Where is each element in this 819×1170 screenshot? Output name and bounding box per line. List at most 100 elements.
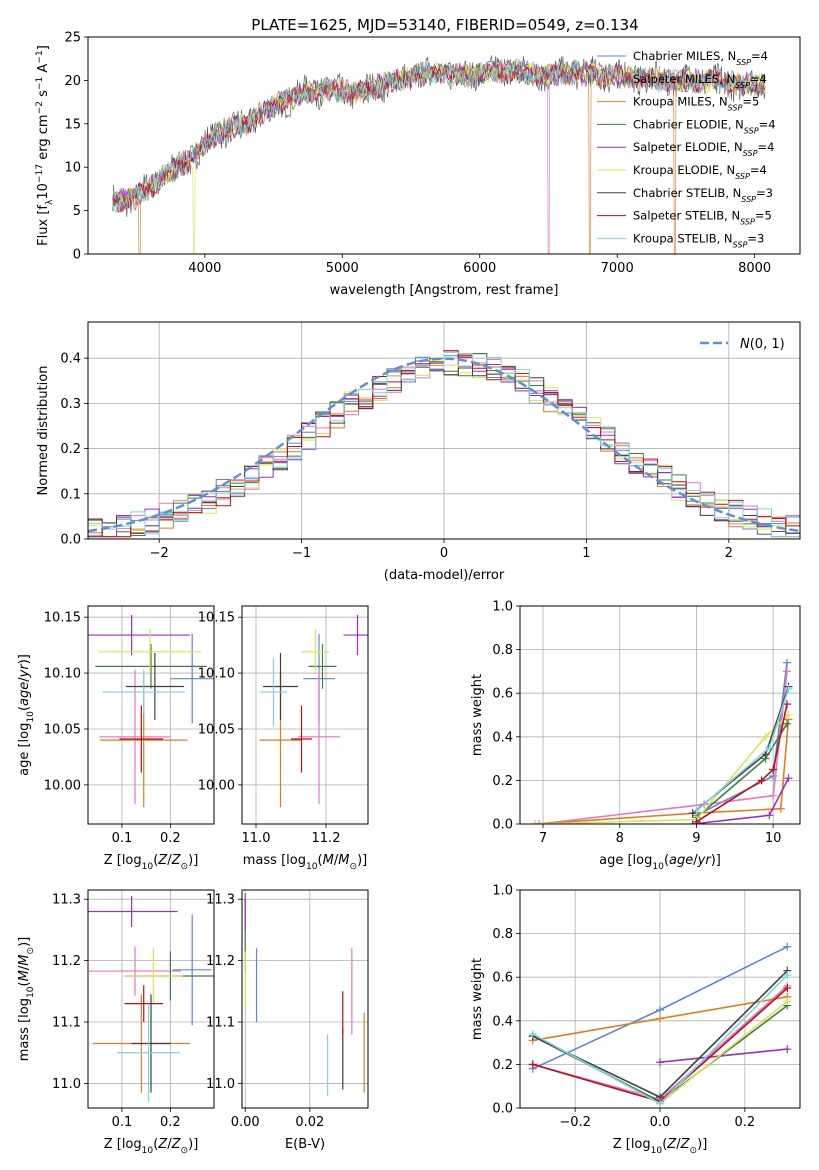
normal-reference-curve [88, 357, 800, 533]
legend-entry: N(0, 1) [740, 337, 785, 352]
panel-z_vs_mass: 0.1 0.2 11.0 11.1 11.2 11.3 Z [log10(Z/Z⊙)] mas… [17, 889, 215, 1156]
axes-frame [519, 889, 801, 1109]
x-tick-label: 0.02 [295, 1115, 324, 1130]
y-tick-label: 1.0 [492, 884, 513, 899]
axes-frame [241, 605, 369, 825]
x-tick-label: 6000 [463, 261, 496, 276]
x-tick-label: 0.0 [650, 1115, 671, 1130]
y-tick-label: 0 [73, 248, 81, 263]
legend-entry: Chabrier MILES, NSSP=4 [633, 49, 768, 67]
x-tick-label: 0.1 [112, 1115, 133, 1130]
plot-area-ebv_vs_mass [244, 893, 365, 1096]
x-tick-label: 9 [692, 831, 700, 846]
plot-area-z_vs_age [88, 614, 214, 808]
x-tick-label: 4000 [188, 261, 221, 276]
legend: N(0, 1) [700, 337, 785, 352]
legend-entry: Kroupa ELODIE, NSSP=4 [633, 163, 767, 181]
x-tick-label: 0.2 [735, 1115, 756, 1130]
x-tick-label: 11.2 [312, 831, 341, 846]
y-tick-label: 25 [64, 31, 81, 46]
y-tick-label: 1.0 [492, 600, 513, 615]
y-tick-label: 10.05 [198, 722, 235, 737]
figure-title: PLATE=1625, MJD=53140, FIBERID=0549, z=0… [251, 16, 638, 34]
x-axis-label: wavelength [Angstrom, rest frame] [330, 283, 559, 298]
y-tick-label: 11.0 [52, 1077, 81, 1092]
panel-z_vs_age: 0.1 0.2 10.00 10.05 10.10 10.15 Z [log10(Z/Z⊙)… [17, 605, 215, 872]
plot-area-spectrum [112, 55, 766, 254]
x-axis-label: Z [log10(Z/Z⊙)] [613, 1137, 708, 1156]
y-tick-label: 10.00 [198, 778, 235, 793]
y-tick-label: 0.1 [60, 487, 81, 502]
x-axis-label: Z [log10(Z/Z⊙)] [104, 853, 199, 872]
x-tick-label: −1 [292, 546, 311, 561]
x-tick-label: 0 [440, 546, 448, 561]
y-tick-label: 0.0 [492, 1102, 513, 1117]
legend-entry: Chabrier STELIB, NSSP=3 [633, 186, 773, 204]
y-tick-label: 0.6 [492, 687, 513, 702]
plot-area-residuals [88, 350, 800, 538]
x-tick-label: 8 [616, 831, 624, 846]
y-axis-label: mass weight [470, 674, 485, 756]
spectrum-series-8 [112, 61, 766, 212]
x-tick-label: 5000 [326, 261, 359, 276]
x-tick-label: 2 [725, 546, 733, 561]
plot-area-age_vs_weight [531, 658, 793, 824]
y-tick-label: 0.3 [60, 397, 81, 412]
x-tick-label: −0.2 [559, 1115, 591, 1130]
spectrum-series-9 [112, 58, 766, 214]
y-tick-label: 11.2 [52, 954, 81, 969]
y-tick-label: 10.15 [44, 611, 81, 626]
y-tick-label: 11.3 [206, 893, 235, 908]
weight-series-5 [659, 1048, 788, 1063]
y-tick-label: 11.1 [52, 1016, 81, 1031]
y-tick-label: 11.1 [206, 1016, 235, 1031]
legend-entry: Salpeter MILES, NSSP=4 [633, 72, 767, 90]
y-tick-label: 11.3 [52, 893, 81, 908]
panel-mass_vs_age: 11.0 11.2 10.00 10.05 10.10 10.15 mass [log10(… [198, 605, 369, 872]
x-tick-label: 11.0 [242, 831, 271, 846]
x-tick-label: 0.1 [112, 831, 133, 846]
y-tick-label: 11.2 [206, 954, 235, 969]
legend-entry: Salpeter ELODIE, NSSP=4 [633, 140, 774, 158]
x-tick-label: 0.2 [160, 831, 181, 846]
plot-area-z_vs_mass [88, 896, 214, 1102]
y-tick-label: 10.05 [44, 722, 81, 737]
x-axis-label: age [log10(age/yr)] [599, 853, 721, 872]
y-tick-label: 10 [64, 161, 81, 176]
y-tick-label: 10.00 [44, 778, 81, 793]
x-tick-label: 0.2 [160, 1115, 181, 1130]
y-tick-label: 0.2 [492, 774, 513, 789]
plot-area-mass_vs_age [259, 614, 368, 808]
x-tick-label: −2 [150, 546, 169, 561]
panel-ebv_vs_mass: 0.00 0.02 11.0 11.1 11.2 11.3 E(B-V) [206, 889, 369, 1152]
x-tick-label: 10 [765, 831, 782, 846]
axes-frame [519, 605, 801, 825]
x-tick-label: 1 [582, 546, 590, 561]
y-tick-label: 10.10 [198, 667, 235, 682]
panel-z_vs_weight: −0.2 0.0 0.2 0.0 0.2 0.4 0.6 0.8 1.0 Z [log10(Z/Z… [470, 884, 801, 1156]
axes-frame [87, 321, 801, 540]
y-tick-label: 0.4 [492, 730, 513, 745]
plot-area-z_vs_weight [528, 942, 792, 1108]
y-tick-label: 10.15 [198, 611, 235, 626]
y-tick-label: 0.4 [492, 1014, 513, 1029]
panel-residuals: −2 −1 0 1 2 0.0 0.1 0.2 0.3 0.4 (data-model)/error… [36, 321, 801, 583]
y-axis-label: Flux [fλ10−17 erg cm−2 s−1 A−1] [35, 45, 55, 246]
panel-spectrum: 4000 5000 6000 7000 8000 0 5 10 15 20 25 wavelength… [35, 31, 801, 298]
axes-frame [241, 889, 369, 1109]
x-axis-label: E(B-V) [285, 1137, 325, 1152]
y-tick-label: 0.4 [60, 352, 81, 367]
x-axis-label: Z [log10(Z/Z⊙)] [104, 1137, 199, 1156]
legend-entry: Salpeter STELIB, NSSP=5 [633, 209, 772, 227]
y-axis-label: mass [log10(M/M⊙)] [17, 937, 36, 1061]
y-tick-label: 0.2 [60, 442, 81, 457]
y-tick-label: 5 [73, 204, 81, 219]
axes-frame [87, 605, 215, 825]
y-tick-label: 0.8 [492, 643, 513, 658]
x-tick-label: 7 [539, 831, 547, 846]
x-axis-label: (data-model)/error [384, 568, 505, 583]
legend-entry: Kroupa MILES, NSSP=5 [633, 95, 759, 113]
y-axis-label: age [log10(age/yr)] [17, 654, 36, 776]
y-tick-label: 10.10 [44, 667, 81, 682]
